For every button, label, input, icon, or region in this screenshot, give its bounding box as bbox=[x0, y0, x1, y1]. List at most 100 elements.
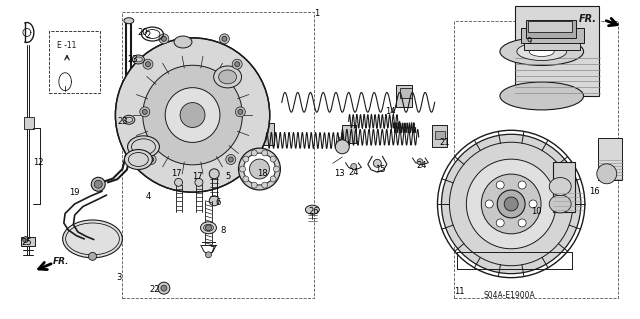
Circle shape bbox=[161, 285, 167, 291]
Bar bbox=[21, 237, 35, 246]
Circle shape bbox=[497, 190, 525, 218]
Ellipse shape bbox=[63, 220, 122, 258]
Text: 12: 12 bbox=[33, 158, 44, 167]
Ellipse shape bbox=[239, 148, 280, 190]
Text: 24: 24 bbox=[349, 168, 359, 177]
Circle shape bbox=[161, 36, 166, 41]
Text: FR.: FR. bbox=[52, 257, 69, 266]
Bar bbox=[49, 31, 100, 93]
Ellipse shape bbox=[127, 136, 159, 158]
Circle shape bbox=[226, 154, 236, 165]
Circle shape bbox=[143, 59, 153, 69]
Circle shape bbox=[88, 252, 97, 260]
Text: 10: 10 bbox=[531, 207, 542, 216]
Circle shape bbox=[529, 200, 537, 208]
Text: 11: 11 bbox=[454, 287, 464, 296]
Ellipse shape bbox=[124, 18, 134, 24]
Circle shape bbox=[238, 109, 243, 114]
Circle shape bbox=[142, 109, 147, 114]
Bar bbox=[399, 88, 412, 98]
Circle shape bbox=[159, 34, 169, 44]
Circle shape bbox=[146, 154, 156, 165]
Text: 16: 16 bbox=[589, 187, 599, 196]
Text: 19: 19 bbox=[69, 188, 80, 197]
Text: 18: 18 bbox=[257, 169, 268, 178]
Ellipse shape bbox=[500, 82, 584, 110]
Text: 20: 20 bbox=[138, 28, 148, 37]
Bar bbox=[598, 138, 622, 180]
Ellipse shape bbox=[174, 36, 192, 48]
Bar bbox=[515, 6, 598, 96]
Text: 25: 25 bbox=[22, 238, 32, 247]
Bar bbox=[435, 131, 445, 139]
Ellipse shape bbox=[250, 159, 269, 179]
Circle shape bbox=[485, 200, 493, 208]
Bar bbox=[454, 21, 618, 298]
Circle shape bbox=[373, 159, 381, 167]
Ellipse shape bbox=[219, 70, 237, 84]
Bar bbox=[342, 125, 356, 143]
Ellipse shape bbox=[123, 115, 135, 124]
Circle shape bbox=[94, 180, 102, 188]
Circle shape bbox=[140, 107, 150, 117]
Circle shape bbox=[209, 196, 220, 206]
Circle shape bbox=[518, 219, 526, 227]
Circle shape bbox=[209, 169, 220, 179]
Text: 1: 1 bbox=[314, 9, 319, 18]
Ellipse shape bbox=[305, 205, 319, 214]
Bar bbox=[24, 117, 35, 129]
Circle shape bbox=[92, 177, 105, 191]
Text: 2: 2 bbox=[145, 31, 150, 40]
Text: 14: 14 bbox=[385, 108, 396, 116]
Circle shape bbox=[175, 178, 182, 186]
Circle shape bbox=[496, 181, 504, 189]
Circle shape bbox=[228, 157, 233, 162]
Ellipse shape bbox=[200, 222, 216, 234]
Circle shape bbox=[335, 140, 349, 154]
Circle shape bbox=[158, 282, 170, 294]
Circle shape bbox=[270, 156, 276, 162]
Text: FR.: FR. bbox=[579, 14, 597, 24]
Circle shape bbox=[467, 159, 556, 249]
Ellipse shape bbox=[244, 153, 275, 185]
Circle shape bbox=[236, 107, 245, 117]
Circle shape bbox=[148, 157, 154, 162]
Circle shape bbox=[417, 159, 423, 165]
Text: 7: 7 bbox=[209, 246, 214, 255]
Ellipse shape bbox=[529, 47, 554, 56]
Text: 8: 8 bbox=[220, 226, 226, 235]
Ellipse shape bbox=[214, 66, 241, 88]
Text: 22: 22 bbox=[149, 285, 159, 294]
Bar bbox=[553, 162, 575, 212]
Circle shape bbox=[262, 182, 268, 188]
Bar bbox=[521, 28, 584, 43]
Circle shape bbox=[22, 237, 29, 242]
Circle shape bbox=[252, 182, 257, 188]
Bar bbox=[396, 85, 412, 107]
Ellipse shape bbox=[132, 55, 145, 64]
Text: 23: 23 bbox=[117, 117, 128, 126]
Circle shape bbox=[270, 176, 276, 182]
Text: 6: 6 bbox=[215, 198, 221, 207]
Ellipse shape bbox=[115, 38, 269, 192]
Circle shape bbox=[252, 150, 257, 156]
Ellipse shape bbox=[180, 103, 205, 128]
Bar bbox=[524, 30, 580, 50]
Ellipse shape bbox=[549, 178, 571, 196]
Ellipse shape bbox=[517, 42, 566, 61]
Text: 4: 4 bbox=[145, 191, 150, 201]
Text: 21: 21 bbox=[439, 137, 449, 146]
Ellipse shape bbox=[549, 195, 571, 213]
Circle shape bbox=[145, 62, 150, 67]
Text: 13: 13 bbox=[334, 169, 344, 178]
Circle shape bbox=[504, 197, 518, 211]
Circle shape bbox=[205, 225, 211, 231]
Ellipse shape bbox=[165, 88, 220, 142]
Bar bbox=[528, 20, 572, 33]
Text: 17: 17 bbox=[171, 169, 181, 178]
Bar bbox=[256, 123, 274, 145]
Circle shape bbox=[351, 164, 356, 169]
Circle shape bbox=[195, 178, 203, 186]
Circle shape bbox=[243, 176, 249, 182]
Bar bbox=[122, 12, 314, 298]
